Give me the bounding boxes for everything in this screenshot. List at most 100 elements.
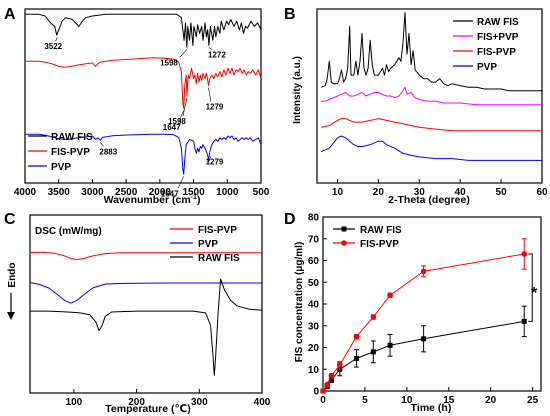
panel-d-point-fis-pvp-6 (387, 292, 393, 299)
panel-c-legend-label-fis-pvp: FIS-PVP (198, 225, 237, 236)
panel-a-series-fis-pvp (25, 57, 262, 109)
panel-a-annotation-1598-raw-fis: 1598 (160, 58, 178, 67)
panel-a-annotation-1598-fis-pvp: 1598 (168, 117, 186, 126)
panel-a-x-tick-label-3500: 3500 (48, 187, 71, 198)
panel-d-point-raw-fis-5 (370, 349, 376, 355)
down-arrow-icon (7, 293, 15, 320)
panel-d-point-fis-pvp-5 (370, 314, 377, 320)
panel-a-annotation-2883-pvp: 2883 (99, 147, 117, 156)
panel-b-x-tick-label-50: 50 (496, 187, 508, 198)
panel-b-series-pvp (320, 135, 542, 161)
panel-c-legend: FIS-PVP PVP RAW FIS (170, 225, 240, 264)
panel-a-annotation-leader-1647-pvp (177, 176, 184, 189)
panel-c-series-raw-fis (30, 278, 263, 376)
panel-a-legend-label-raw-fis: RAW FIS (51, 132, 93, 143)
panel-d-point-fis-pvp-4 (353, 333, 360, 340)
panel-d-x-tick-label-10: 10 (401, 395, 413, 406)
panel-d-point-raw-fis-8 (521, 318, 527, 324)
panel-a-x-axis-label: Wavenumber (cm-1) (104, 194, 201, 206)
panel-c-x-tick-label-400: 400 (254, 397, 271, 408)
panel-b-x-tick-label-20: 20 (373, 187, 385, 198)
panel-d-x-tick-label-15: 15 (443, 395, 455, 406)
panel-d-plot-area: 0 5 10 15 20 25 0 10 20 30 40 50 60 70 80 (308, 213, 542, 406)
panel-b-legend-label-pvp: PVP (477, 62, 497, 73)
panel-a-annotation-leader-3522-raw-fis (55, 36, 58, 42)
panel-a-x-tick-label-500: 500 (253, 187, 270, 198)
panel-b-legend-label-fis-plus-pvp: FIS+PVP (477, 32, 519, 43)
panel-b-series-fis-pvp (320, 118, 542, 132)
panel-a-series-pvp (25, 133, 262, 175)
panel-b-legend-label-raw-fis: RAW FIS (477, 17, 519, 28)
panel-d-y-axis-label: FIS concentration (μg/ml) (294, 242, 305, 363)
panel-a-annotation-1279-pvp: 1279 (206, 157, 224, 166)
panel-d-point-fis-pvp-2 (328, 372, 335, 379)
panel-d-x-tick-label-5: 5 (362, 395, 368, 406)
panel-d-x-tick-label-20: 20 (485, 395, 497, 406)
panel-d-frame (322, 216, 542, 392)
panel-d-point-raw-fis-2 (328, 377, 334, 383)
panel-b-x-axis-label: 2-Theta (degree) (388, 194, 470, 206)
panel-a-x-tick-label-2000: 2000 (149, 187, 172, 198)
panel-d-letter: D (284, 211, 296, 228)
panel-a-annotation-leader-1279-fis-pvp (208, 87, 212, 102)
panel-a-letter: A (4, 6, 16, 23)
panel-a-annotation-leader-1598-fis-pvp (182, 97, 188, 117)
panel-c-x-tick-label-200: 200 (128, 397, 145, 408)
panel-c-series-pvp (29, 282, 262, 304)
panel-b-legend: RAW FIS FIS+PVP FIS-PVP PVP (453, 17, 519, 73)
panel-a-legend-label-fis-pvp: FIS-PVP (51, 147, 90, 158)
panel-a-annotation-3522-raw-fis: 3522 (44, 42, 62, 51)
panel-a-x-axis-label-superscript: -1 (191, 194, 197, 201)
panel-c-x-tick-label-100: 100 (66, 397, 83, 408)
panel-b-letter: B (284, 6, 296, 23)
panel-c-x-tick-label-300: 300 (191, 397, 208, 408)
panel-a-annotation-1647-fis-pvp: 1647 (163, 123, 181, 132)
panel-d-legend-label-fis-pvp: FIS-PVP (360, 239, 399, 250)
panel-a-annotation-leader-1598-raw-fis (179, 49, 188, 58)
panel-d-point-fis-pvp-3 (336, 362, 343, 368)
panel-b-x-tick-label-60: 60 (536, 187, 548, 198)
panel-a-annotation-1272-raw-fis: 1272 (208, 51, 226, 60)
panel-d-point-raw-fis-7 (421, 336, 427, 342)
panel-d-legend: RAW FIS FIS-PVP (333, 225, 402, 250)
panel-d-y-tick-label-70: 70 (308, 234, 320, 245)
panel-c-letter: C (4, 211, 16, 228)
panel-a-annotation-1279-fis-pvp: 1279 (206, 103, 224, 112)
panel-a-annotation-leader-2883-pvp (100, 142, 104, 147)
panel-d-x-tick-label-0: 0 (320, 395, 326, 406)
panel-c: C 100 200 300 400 DSC (mW/mg) Endo Temperat… (4, 211, 271, 415)
panel-d-significance-marker: * (531, 285, 538, 302)
panel-d-point-fis-pvp-0 (320, 388, 326, 394)
panel-d-y-tick-label-80: 80 (308, 213, 320, 224)
panel-d-legend-marker-fis-pvp (341, 240, 347, 246)
panel-c-legend-label-pvp: PVP (198, 239, 218, 250)
panel-d-point-fis-pvp-1 (324, 381, 330, 388)
panel-d-point-fis-pvp-7 (420, 268, 427, 275)
panel-c-legend-label-raw-fis: RAW FIS (198, 253, 240, 264)
panel-d-y-tick-label-40: 40 (308, 300, 320, 311)
panel-a: A 4000 3500 3000 2500 2000 1500 1000 500 3522 159… (4, 6, 270, 206)
panel-a-series-raw-fis (25, 13, 262, 48)
panel-d-y-tick-label-20: 20 (308, 343, 320, 354)
panel-d-significance-bracket (528, 253, 533, 322)
panel-c-series-fis-pvp (30, 251, 262, 260)
panel-a-annotation-leader-1647-fis-pvp (178, 110, 184, 123)
panel-a-x-tick-label-1000: 1000 (216, 187, 239, 198)
panel-d-y-tick-label-50: 50 (308, 278, 320, 289)
panel-b-x-tick-label-30: 30 (414, 187, 426, 198)
panel-a-x-axis-label-close: ) (197, 194, 201, 206)
panel-d-point-raw-fis-3 (337, 366, 343, 372)
panel-d-y-tick-label-10: 10 (308, 365, 320, 376)
panel-b-x-tick-label-10: 10 (332, 187, 344, 198)
panel-a-x-tick-label-4000: 4000 (14, 187, 37, 198)
panel-a-legend: RAW FIS FIS-PVP PVP (28, 132, 93, 173)
panel-b-legend-label-fis-pvp: FIS-PVP (477, 47, 516, 58)
panel-a-annotation-leader-1272-raw-fis (208, 47, 213, 50)
panel-d-x-axis-label: Time (h) (411, 402, 452, 414)
panel-a-annotation-leader-1279-pvp (208, 156, 212, 163)
panel-d-x-tick-label-25: 25 (527, 395, 539, 406)
panel-a-legend-label-pvp: PVP (51, 162, 71, 173)
panel-c-endo-label: Endo (7, 263, 18, 288)
panel-c-frame (29, 214, 263, 394)
